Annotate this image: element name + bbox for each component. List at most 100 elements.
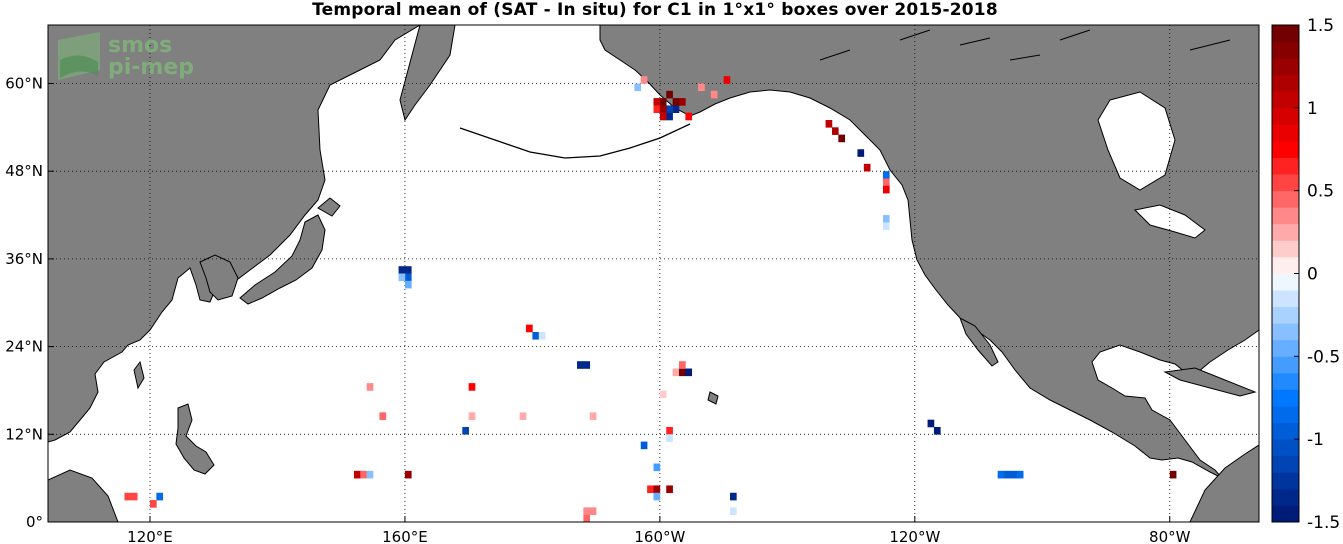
land-layer [48, 25, 1259, 522]
colorbar-tick-label: -1 [1307, 430, 1324, 450]
colorbar-swatch [1272, 91, 1299, 109]
data-cell [583, 514, 591, 522]
map-frame [47, 24, 1260, 523]
colorbar-tick-label: 0 [1307, 265, 1318, 285]
data-cell [882, 185, 890, 194]
data-cell [590, 522, 597, 530]
x-tick-label: 120°W [889, 528, 940, 544]
data-cell [672, 98, 680, 106]
data-cell [933, 426, 941, 435]
colorbar-tick-label: -1.5 [1307, 513, 1340, 533]
data-cell [1016, 470, 1024, 479]
data-cell [156, 492, 164, 501]
land-philippines [175, 403, 215, 475]
colorbar-swatch [1272, 339, 1299, 357]
colorbar-swatch [1272, 472, 1299, 490]
colorbar-ticks: 1.5 1 0.5 0 -0.5 -1 -1.5 [1294, 16, 1340, 533]
x-axis-ticks: 120°E 160°E 160°W 120°W 80°W [127, 516, 1191, 544]
data-cell [882, 171, 890, 179]
data-cell [685, 112, 693, 121]
colorbar-swatch [1272, 372, 1299, 390]
y-tick-label: 24°N [5, 338, 43, 356]
data-cell [659, 390, 667, 399]
data-cell [647, 485, 654, 494]
data-cell [360, 470, 367, 479]
data-cell [710, 90, 718, 99]
data-cell [659, 105, 667, 114]
y-tick-label: 48°N [5, 162, 43, 180]
data-cell [666, 105, 673, 114]
data-cell [640, 441, 648, 450]
land-kamchatka [399, 25, 456, 122]
data-cell [538, 331, 546, 340]
data-cell [124, 492, 132, 501]
data-cell [666, 90, 673, 99]
colorbar-tick-label: -0.5 [1307, 347, 1340, 367]
data-cell [404, 470, 412, 479]
data-cell [404, 273, 412, 282]
colorbar-swatch [1272, 439, 1299, 457]
land-hawaii [707, 391, 719, 405]
colorbar-swatch [1272, 124, 1299, 142]
data-cell [640, 76, 648, 84]
y-tick-label: 0° [26, 513, 43, 531]
data-cell [519, 412, 527, 420]
data-cell [379, 412, 387, 420]
colorbar-swatch [1272, 273, 1299, 291]
data-cell [698, 83, 705, 92]
logo-line1: smos [108, 33, 172, 58]
data-cell [666, 434, 673, 442]
data-cell [1004, 470, 1011, 479]
land-taiwan [133, 360, 145, 390]
data-cell [863, 163, 871, 172]
colorbar-swatch [1272, 323, 1299, 341]
land-japan [239, 214, 326, 305]
data-cell [653, 105, 661, 114]
land-cuba [1163, 367, 1257, 397]
colorbar-swatch [1272, 107, 1299, 125]
data-cell [729, 492, 737, 501]
data-cell [398, 273, 406, 282]
y-tick-label: 60°N [5, 74, 43, 92]
data-cell [997, 470, 1005, 479]
data-cell [468, 383, 476, 391]
data-cell [882, 215, 890, 223]
x-tick-label: 120°E [127, 528, 173, 544]
y-tick-label: 12°N [5, 425, 43, 443]
chart-title: Temporal mean of (SAT - In situ) for C1 … [312, 0, 998, 20]
data-cell [1169, 470, 1177, 479]
data-cell [526, 324, 533, 333]
data-cell [577, 361, 584, 369]
data-cell [353, 470, 361, 479]
data-cell [149, 500, 157, 508]
colorbar-swatch [1272, 306, 1299, 324]
data-cell [838, 134, 846, 143]
colorbar-swatch [1272, 505, 1299, 523]
colorbar [1272, 25, 1299, 523]
data-cell [666, 112, 673, 121]
land-baja [959, 316, 999, 367]
data-cell [583, 361, 591, 369]
smos-pimep-logo: smos pi-mep [58, 32, 194, 80]
colorbar-swatch [1272, 240, 1299, 258]
data-cell [653, 492, 661, 501]
data-cell [882, 178, 890, 187]
colorbar-swatch [1272, 157, 1299, 175]
data-cell [831, 127, 839, 135]
map-plot-area: 120°E 160°E 160°W 120°W 80°W 0° 12°N 24°N 36°N 4… [5, 24, 1260, 544]
colorbar-swatch [1272, 41, 1299, 59]
data-cell [404, 266, 412, 274]
land-north-america [599, 25, 1259, 479]
data-cell [825, 120, 833, 128]
x-tick-label: 80°W [1149, 528, 1191, 544]
data-cell [666, 426, 673, 435]
data-cell [583, 507, 591, 515]
data-cell [659, 112, 667, 121]
data-cells [124, 76, 1177, 530]
data-cell [634, 83, 642, 92]
colorbar-swatch [1272, 174, 1299, 192]
land-korea [199, 254, 239, 301]
data-cell [366, 383, 374, 391]
data-cell [404, 280, 412, 289]
